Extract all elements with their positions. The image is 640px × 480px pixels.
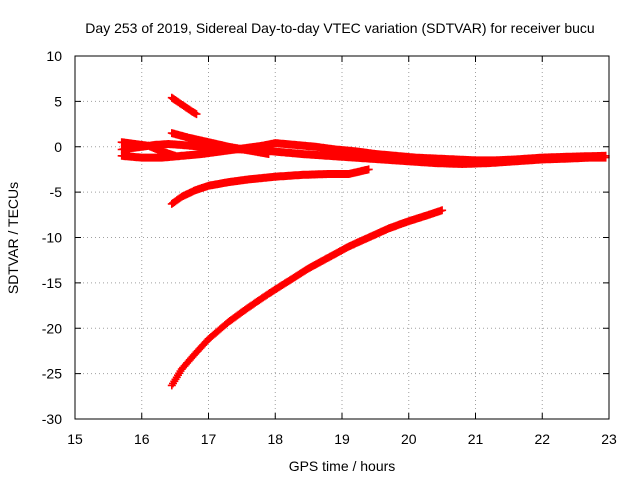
x-tick-label: 21: [468, 431, 484, 447]
series-markers: [167, 165, 373, 208]
y-tick-label: 0: [54, 139, 62, 155]
series-markers: [167, 206, 447, 390]
x-tick-label: 19: [334, 431, 350, 447]
y-axis-ticks: 10 5 0 -5 -10 -15 -20 -25 -30: [42, 48, 609, 427]
x-tick-label: 15: [67, 431, 83, 447]
series-track-g: [167, 206, 447, 390]
data-series: [117, 93, 610, 390]
x-tick-label: 18: [267, 431, 283, 447]
series-markers: [167, 129, 273, 158]
series-track-e: [167, 129, 273, 158]
y-tick-label: -25: [42, 366, 62, 382]
x-axis-label: GPS time / hours: [289, 458, 396, 474]
x-axis-ticks: 15 16 17 18 19 20 21 22 23: [67, 56, 617, 447]
x-tick-label: 22: [534, 431, 550, 447]
chart-title: Day 253 of 2019, Sidereal Day-to-day VTE…: [85, 20, 594, 36]
x-tick-label: 23: [601, 431, 617, 447]
y-tick-label: -30: [42, 411, 62, 427]
y-tick-label: -15: [42, 275, 62, 291]
x-tick-label: 20: [401, 431, 417, 447]
y-tick-label: -5: [50, 184, 63, 200]
series-track-d: [167, 93, 201, 119]
y-tick-label: 10: [46, 48, 62, 64]
series-track-f: [167, 165, 373, 208]
x-tick-label: 16: [134, 431, 150, 447]
y-tick-label: -10: [42, 230, 62, 246]
grid: [75, 56, 609, 419]
y-axis-label: SDTVAR / TECUs: [5, 182, 21, 294]
x-tick-label: 17: [201, 431, 217, 447]
series-markers: [117, 138, 180, 160]
series-track-c: [117, 138, 180, 160]
y-tick-label: -20: [42, 320, 62, 336]
series-markers: [167, 93, 201, 119]
y-tick-label: 5: [54, 93, 62, 109]
